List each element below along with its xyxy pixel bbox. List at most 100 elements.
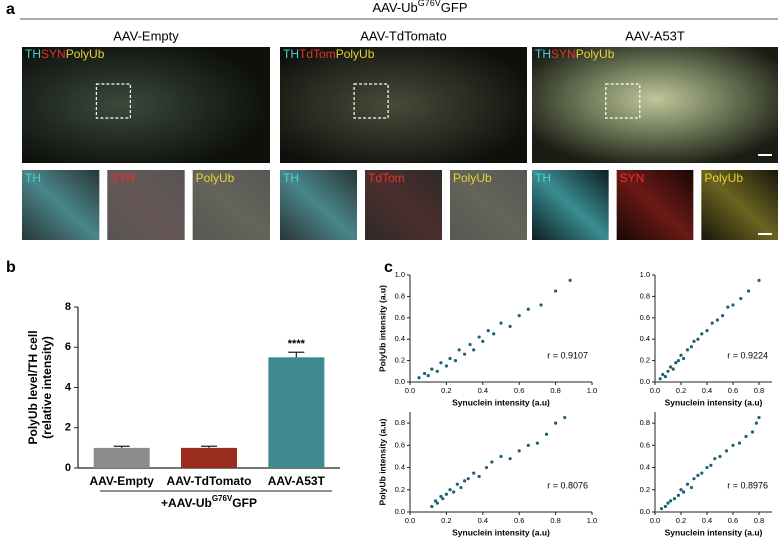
point	[710, 321, 714, 325]
y-tick-label: 0.0	[395, 377, 405, 386]
x-tick-label: 0.0	[650, 516, 660, 525]
point	[517, 314, 521, 318]
group-label-suffix: GFP	[232, 496, 257, 510]
point	[747, 289, 751, 293]
channel-label: TdTom	[299, 47, 336, 61]
point	[731, 303, 735, 307]
point	[679, 488, 683, 492]
inset-bg	[450, 170, 527, 240]
y-tick-label: 0.2	[395, 356, 405, 365]
header-sup: G76V	[418, 0, 441, 8]
x-tick-label: 0.4	[478, 516, 488, 525]
y-tick-label: 6	[65, 341, 71, 353]
point	[700, 471, 704, 475]
point	[563, 415, 567, 420]
x-tick-label: 0.2	[441, 516, 451, 525]
bar	[268, 357, 325, 468]
x-tick-label: AAV-A53T	[268, 474, 326, 488]
point	[499, 454, 503, 459]
point	[757, 415, 761, 420]
point	[692, 477, 696, 481]
x-tick-label: 0.8	[550, 386, 560, 395]
inset-bg	[107, 170, 185, 240]
point	[721, 314, 725, 318]
inset-image	[22, 170, 100, 240]
x-tick-label: AAV-TdTomato	[167, 474, 252, 488]
y-axis-label: PolyUb intensity (a.u)	[377, 285, 387, 372]
y-tick-label: 0.4	[640, 334, 650, 343]
inset-label: SYN	[620, 171, 645, 185]
point	[466, 477, 470, 481]
x-tick-label: 0.0	[650, 386, 660, 395]
x-tick-label: 0.4	[702, 516, 712, 525]
point	[486, 329, 490, 333]
y-tick-label: 0.8	[640, 291, 650, 300]
channel-label: TH	[535, 47, 551, 61]
inset-bg	[192, 170, 270, 240]
y-tick-label: 2	[65, 422, 71, 434]
point	[696, 337, 700, 341]
point	[739, 296, 743, 301]
y-tick-label: 0.8	[395, 291, 405, 300]
header-text: AAV-Ub	[372, 0, 417, 15]
panel-label: a	[6, 1, 15, 18]
point	[441, 497, 445, 501]
point	[535, 441, 540, 445]
point	[554, 289, 558, 293]
inset-label: TH	[535, 171, 551, 185]
panel-c: c 0.0 0.2 0.4 0.6 0.8 1.0 0.0 0.2 0.4 0.6 0.8 1.0 Syn…	[377, 259, 772, 537]
y-tick-label: 0.6	[640, 440, 650, 449]
point	[715, 318, 720, 322]
point	[682, 490, 686, 494]
micrograph	[532, 47, 778, 163]
point	[705, 329, 709, 333]
bar	[181, 447, 237, 468]
y-tick-label: 0.4	[395, 334, 405, 343]
y-tick-label: 0.0	[640, 377, 650, 386]
channel-label: PolyUb	[576, 47, 615, 61]
point	[661, 372, 665, 377]
point	[666, 501, 670, 505]
inset-image	[701, 170, 778, 240]
point	[757, 278, 761, 282]
point	[508, 457, 512, 461]
point	[671, 367, 675, 371]
channel-label: SYN	[41, 47, 66, 61]
correlation: r = 0.8076	[547, 480, 588, 490]
overlay-label: THSYNPolyUb	[535, 47, 615, 61]
point	[689, 345, 694, 349]
panel-label: b	[6, 259, 16, 276]
point	[663, 375, 668, 379]
inset-label: PolyUb	[704, 171, 743, 185]
point	[709, 463, 713, 467]
x-tick-label: 0.4	[478, 386, 488, 395]
y-tick-label: 1.0	[395, 270, 405, 279]
point	[682, 356, 686, 361]
channel-label: PolyUb	[66, 47, 105, 61]
y-tick-label: 0.6	[640, 313, 650, 322]
point	[457, 348, 461, 352]
point	[484, 465, 489, 470]
point	[663, 504, 668, 509]
inset-label: TH	[25, 171, 41, 185]
point	[448, 356, 452, 361]
point	[444, 492, 448, 496]
y-tick-label: 0.0	[640, 507, 650, 516]
point	[492, 332, 496, 336]
y-tick-label: 0.8	[395, 418, 405, 427]
point	[444, 364, 448, 368]
x-tick-label: 0.2	[676, 516, 686, 525]
inset-bg	[22, 170, 100, 240]
error-bar	[288, 351, 305, 358]
point	[417, 376, 421, 380]
y-tick-label: 0.4	[640, 463, 650, 472]
inset-image	[532, 170, 609, 240]
point	[463, 479, 467, 483]
point	[539, 303, 543, 307]
point	[463, 352, 467, 356]
point	[737, 441, 742, 445]
error-bar	[113, 445, 130, 448]
point	[526, 443, 530, 447]
micrograph	[22, 47, 270, 163]
column-title: AAV-TdTomato	[360, 28, 446, 43]
